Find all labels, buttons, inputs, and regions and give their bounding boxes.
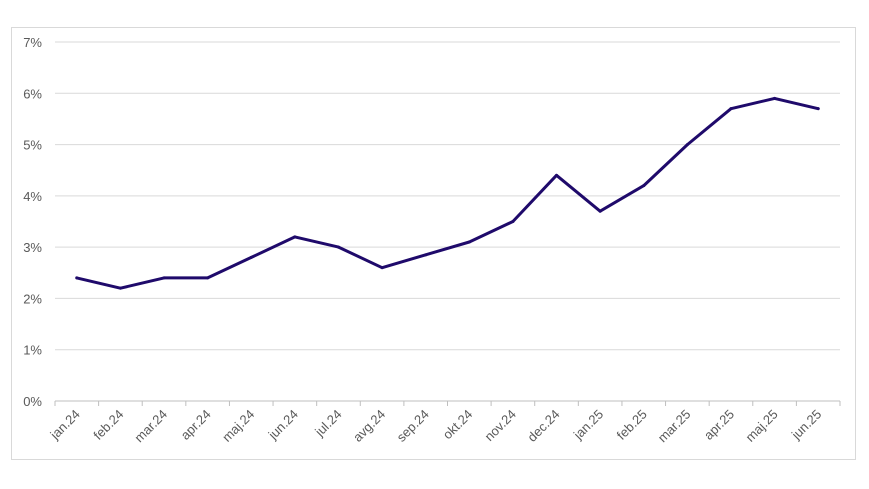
gridlines	[55, 41, 840, 351]
data-point	[642, 184, 646, 188]
x-axis	[54, 400, 841, 406]
data-point	[729, 107, 733, 111]
data-point	[511, 220, 515, 223]
x-tick-label: dec.24	[524, 407, 562, 445]
x-tick-label: avg.24	[350, 407, 388, 445]
data-point	[118, 286, 122, 290]
x-tick-label: okt.24	[440, 407, 476, 443]
x-tick-label: feb.24	[90, 407, 126, 443]
y-tick-label: 4%	[23, 189, 42, 204]
x-tick-label: jan.24	[47, 407, 83, 443]
y-tick-label: 1%	[23, 343, 42, 358]
y-tick-label: 3%	[23, 240, 42, 255]
x-tick-label: mar.25	[655, 407, 694, 446]
data-point	[424, 253, 428, 257]
data-point	[816, 107, 820, 111]
x-tick-label: maj.24	[219, 407, 257, 445]
chart-frame	[11, 27, 856, 460]
data-point	[206, 276, 210, 280]
x-tick-label: mar.24	[131, 407, 170, 446]
data-point	[380, 266, 384, 270]
data-point	[467, 240, 471, 244]
x-tick-label: nov.24	[482, 407, 520, 445]
data-point	[773, 96, 777, 100]
data-point	[293, 235, 297, 239]
x-tick-label: apr.24	[178, 407, 214, 443]
y-tick-label: 7%	[23, 35, 42, 50]
data-point	[685, 143, 689, 147]
y-tick-label: 6%	[23, 86, 42, 101]
y-tick-label: 0%	[23, 394, 42, 409]
x-tick-label: jun.24	[265, 407, 301, 443]
data-point	[336, 245, 340, 249]
x-tick-label: feb.25	[614, 407, 650, 443]
x-tick-label: jul.24	[311, 407, 344, 440]
y-tick-label: 2%	[23, 291, 42, 306]
x-tick-label: apr.25	[701, 407, 737, 443]
x-tick-label: jun.25	[788, 407, 824, 443]
x-tick-label: jan.25	[570, 407, 606, 443]
x-tick-labels: jan.24 feb.24 mar.24 apr.24 maj.24 jun.24 jul.…	[47, 407, 825, 446]
data-point	[75, 276, 79, 280]
x-tick-label: sep.24	[394, 407, 432, 445]
y-tick-labels: 0% 1% 2% 3% 4% 5% 6% 7%	[23, 35, 42, 409]
data-point	[555, 173, 559, 177]
y-tick-label: 5%	[23, 138, 42, 153]
series-layer	[75, 96, 820, 290]
series-line	[75, 96, 820, 290]
data-point	[598, 209, 602, 213]
x-tick-label: maj.25	[742, 407, 780, 445]
data-point	[249, 255, 253, 259]
data-point	[162, 276, 166, 280]
